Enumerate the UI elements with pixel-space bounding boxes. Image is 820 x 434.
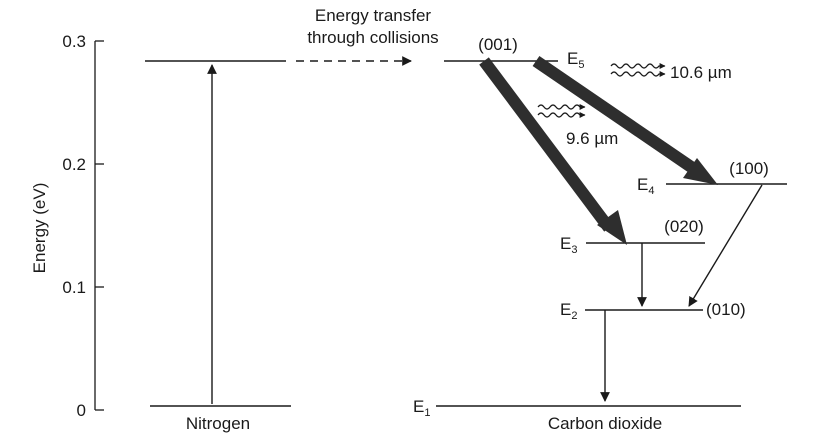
mode-label-001: (001) (478, 35, 518, 54)
co2-levels: (001) E5 (100) E4 (020) E3 (010) E2 E1 C… (413, 35, 787, 433)
level-label-e3: E3 (560, 234, 577, 256)
laser-transitions (479, 56, 718, 245)
photon-9-6-um: 9.6 µm (537, 104, 618, 148)
wave-9-6-b (537, 112, 586, 118)
transition-9-6-um (479, 57, 614, 232)
y-tick-label-0: 0 (77, 401, 86, 420)
photon-10-6-um: 10.6 µm (610, 63, 732, 82)
nitrogen-label: Nitrogen (186, 414, 250, 433)
nitrogen-levels: Nitrogen (145, 60, 291, 433)
wave-9-6-a (537, 104, 586, 110)
y-axis: 0.3 0.2 0.1 0 Energy (eV) (30, 32, 104, 420)
mode-label-020: (020) (664, 217, 704, 236)
level-label-e2: E2 (560, 300, 577, 322)
level-label-e1: E1 (413, 397, 430, 419)
wave-10-6-a (610, 63, 666, 69)
label-9-6-um: 9.6 µm (566, 129, 618, 148)
y-tick-label-0.2: 0.2 (62, 155, 86, 174)
energy-transfer: Energy transfer through collisions (296, 6, 439, 66)
label-10-6-um: 10.6 µm (670, 63, 732, 82)
transition-e4-e2 (688, 184, 763, 307)
transition-10-6-um (532, 56, 701, 176)
mode-label-010: (010) (706, 300, 746, 319)
y-axis-label: Energy (eV) (30, 183, 49, 274)
y-tick-label-0.3: 0.3 (62, 32, 86, 51)
level-label-e5: E5 (567, 49, 584, 71)
wave-10-6-b (610, 71, 666, 77)
co2-label: Carbon dioxide (548, 414, 662, 433)
transition-9-6-um-head (597, 210, 627, 245)
relaxation-transitions (600, 184, 763, 402)
transition-10-6-um-head (683, 158, 718, 185)
mode-label-100: (100) (729, 159, 769, 178)
y-tick-label-0.1: 0.1 (62, 278, 86, 297)
transfer-label-line1: Energy transfer (315, 6, 432, 25)
level-label-e4: E4 (637, 175, 654, 197)
transfer-label-line2: through collisions (307, 28, 438, 47)
